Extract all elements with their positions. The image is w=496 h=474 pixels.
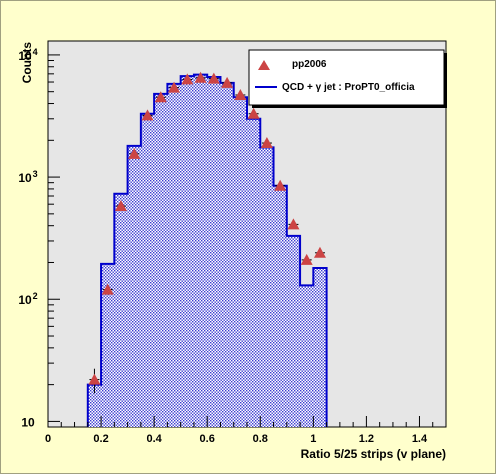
- x-tick-label: 0.6: [200, 433, 215, 445]
- x-tick-label: 0.8: [253, 433, 268, 445]
- data-point: [194, 71, 207, 83]
- legend-label: QCD + γ jet : ProPT0_officia: [282, 82, 415, 93]
- legend-label: pp2006: [292, 59, 327, 70]
- data-point: [287, 218, 300, 230]
- x-tick-label: 0: [45, 433, 51, 445]
- legend-item-qcd: QCD + γ jet : ProPT0_officia: [255, 82, 415, 93]
- data-point: [247, 107, 260, 119]
- y-axis-label: Counts: [20, 42, 34, 84]
- data-point: [114, 199, 127, 211]
- y-tick-label: 10: [21, 415, 35, 429]
- legend: pp2006 QCD + γ jet : ProPT0_officia: [248, 49, 447, 108]
- x-tick-label: 0.4: [146, 433, 162, 445]
- legend-item-pp2006: pp2006: [258, 59, 327, 70]
- triangle-marker-icon: [258, 60, 270, 70]
- data-point: [128, 147, 141, 159]
- data-point: [234, 88, 247, 100]
- data-point: [207, 72, 220, 84]
- x-axis-label: Ratio 5/25 strips (v plane): [301, 447, 446, 461]
- data-point: [274, 179, 287, 191]
- histogram-layer: [86, 73, 328, 427]
- data-point: [181, 73, 194, 85]
- data-point: [260, 137, 273, 149]
- data-point: [101, 283, 114, 295]
- histogram-fill: [87, 74, 327, 427]
- y-tick-label: 103: [18, 169, 37, 185]
- data-point: [221, 76, 234, 88]
- histogram-outline: [86, 73, 328, 427]
- x-tick-label: 1: [310, 433, 316, 445]
- data-point: [141, 109, 154, 121]
- data-points-layer: [88, 71, 326, 394]
- x-tick-label: 1.4: [412, 433, 428, 445]
- data-point: [168, 81, 181, 93]
- data-point: [313, 246, 326, 258]
- y-tick-label: 102: [18, 291, 37, 307]
- data-point: [300, 253, 313, 265]
- x-tick-label: 0.2: [93, 433, 108, 445]
- data-point: [88, 373, 101, 385]
- x-tick-label: 1.2: [359, 433, 374, 445]
- data-point: [154, 91, 167, 103]
